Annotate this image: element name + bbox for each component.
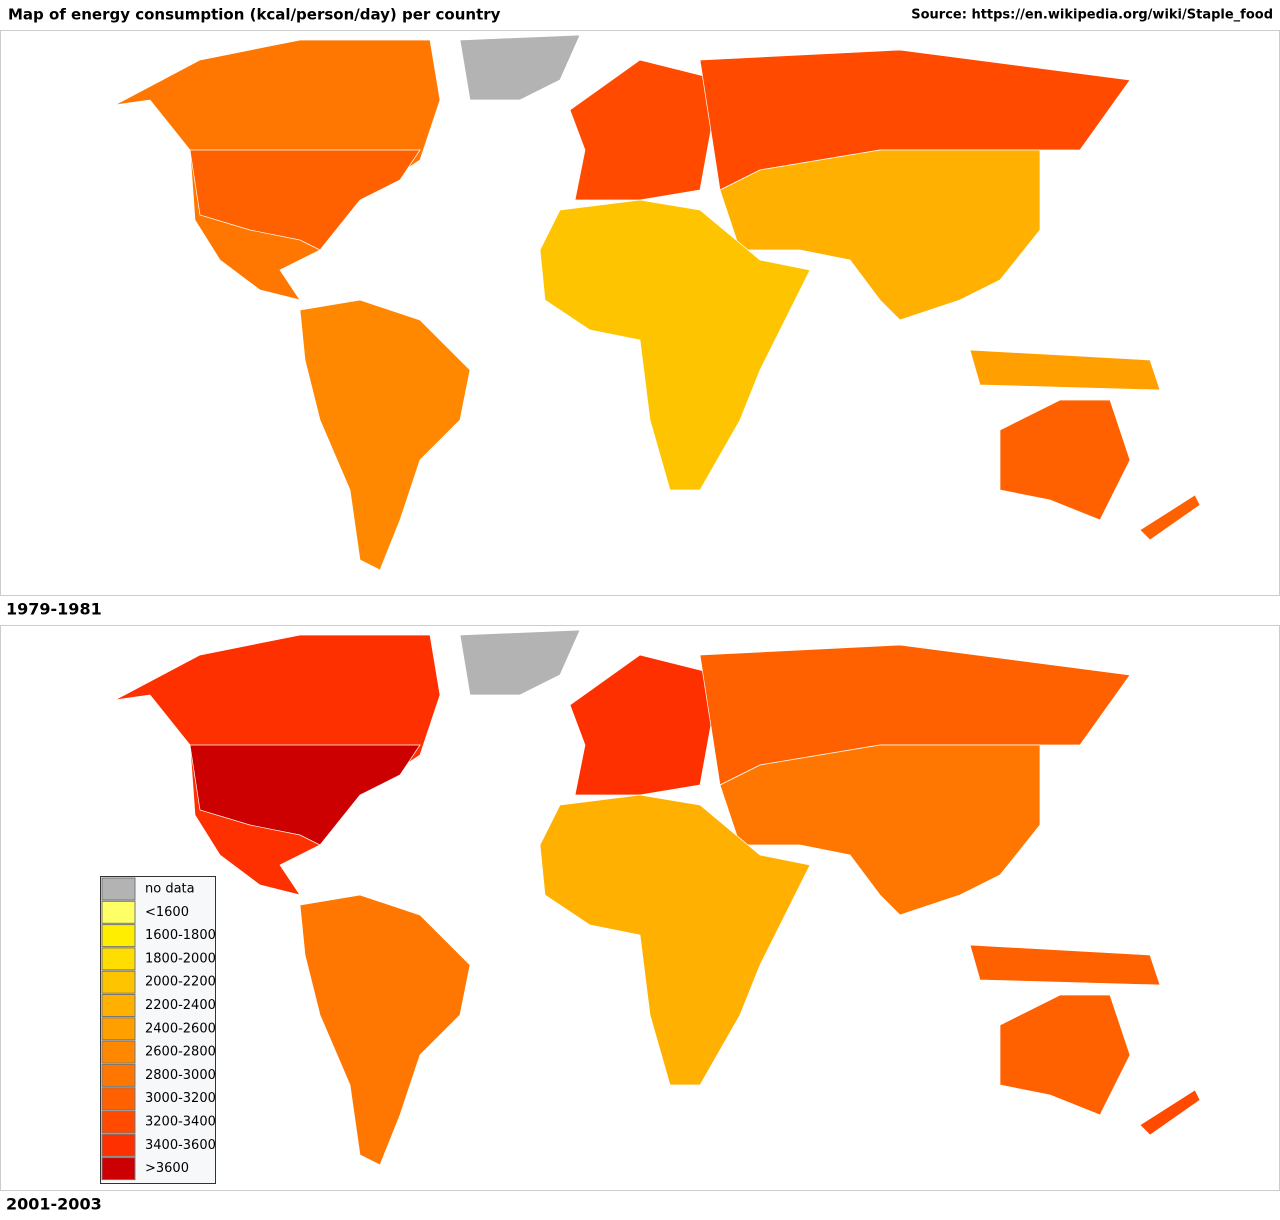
legend-swatch bbox=[101, 1087, 136, 1111]
region bbox=[459, 629, 581, 696]
legend-label: 3000-3200 bbox=[145, 1091, 216, 1106]
region bbox=[539, 199, 811, 491]
region bbox=[539, 794, 811, 1086]
legend-swatch bbox=[101, 994, 136, 1017]
legend-label: 2600-2800 bbox=[145, 1045, 216, 1060]
legend-swatch bbox=[101, 1063, 136, 1087]
panel-label: 2001-2003 bbox=[6, 1195, 102, 1214]
title: Map of energy consumption (kcal/person/d… bbox=[8, 6, 501, 24]
legend-swatch bbox=[101, 877, 136, 901]
legend-swatch bbox=[101, 924, 136, 948]
region bbox=[459, 34, 581, 101]
legend-swatch bbox=[101, 970, 136, 994]
legend: no data <1600 1600-1800 1800-2000 2000-2200 2… bbox=[100, 876, 216, 1184]
legend-swatch bbox=[101, 1110, 136, 1134]
region bbox=[1139, 494, 1201, 541]
region bbox=[969, 944, 1161, 986]
region bbox=[969, 349, 1161, 391]
legend-label: 1800-2000 bbox=[145, 951, 216, 966]
legend-label: 2000-2200 bbox=[145, 975, 216, 990]
region bbox=[1139, 1089, 1201, 1136]
legend-swatch bbox=[101, 947, 136, 971]
region bbox=[569, 654, 721, 796]
region bbox=[299, 299, 471, 571]
region bbox=[999, 399, 1131, 521]
region bbox=[569, 59, 721, 201]
legend-label: no data bbox=[145, 882, 195, 897]
panel-label: 1979-1981 bbox=[6, 600, 102, 619]
region bbox=[999, 994, 1131, 1116]
legend-label: 3400-3600 bbox=[145, 1138, 216, 1153]
region bbox=[719, 744, 1041, 916]
legend-label: <1600 bbox=[145, 905, 189, 920]
legend-label: 2800-3000 bbox=[145, 1068, 216, 1083]
legend-swatch bbox=[101, 1157, 136, 1181]
legend-label: 3200-3400 bbox=[145, 1115, 216, 1130]
legend-label: 2400-2600 bbox=[145, 1021, 216, 1036]
legend-swatch bbox=[101, 1017, 136, 1041]
map-panel bbox=[0, 625, 1280, 1191]
legend-label: >3600 bbox=[145, 1161, 189, 1176]
source: Source: https://en.wikipedia.org/wiki/St… bbox=[911, 8, 1273, 23]
legend-label: 1600-1800 bbox=[145, 928, 216, 943]
legend-swatch bbox=[101, 1133, 136, 1157]
legend-swatch bbox=[101, 1040, 136, 1064]
region bbox=[299, 894, 471, 1166]
legend-label: 2200-2400 bbox=[145, 998, 216, 1013]
region bbox=[189, 149, 421, 251]
region bbox=[719, 149, 1041, 321]
map-panel bbox=[0, 30, 1280, 596]
legend-swatch bbox=[101, 900, 136, 924]
region bbox=[189, 744, 421, 846]
